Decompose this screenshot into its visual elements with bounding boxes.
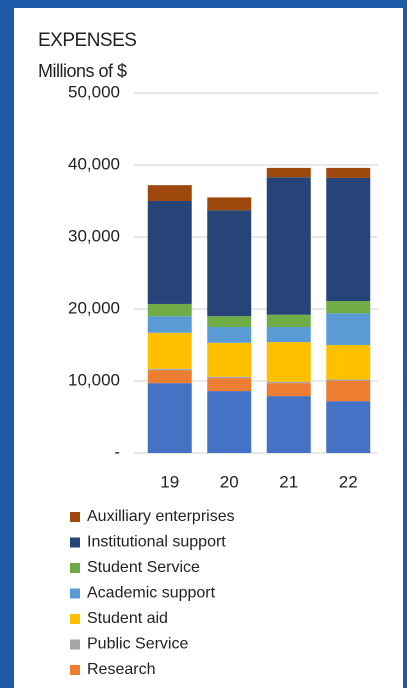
bar-segment <box>207 210 252 317</box>
bar-segment <box>207 391 252 453</box>
bar-segment <box>266 381 311 384</box>
bar-segment <box>147 370 192 384</box>
y-tick-label: - <box>114 442 120 461</box>
bar-segment <box>207 197 252 211</box>
legend-swatch <box>70 665 80 675</box>
chart-title: EXPENSES <box>38 30 136 51</box>
bar-segment <box>266 396 311 453</box>
bar-segment <box>147 303 192 317</box>
chart-subtitle: Millions of $ <box>38 61 127 81</box>
bar-segment <box>326 167 371 178</box>
bar-segment <box>266 177 311 315</box>
legend-swatch <box>70 588 80 599</box>
bar-segment <box>147 332 192 369</box>
x-tick-label: 21 <box>279 472 298 491</box>
legend-label: Student aid <box>87 610 168 627</box>
bar-segment <box>326 301 371 314</box>
bar-segment <box>147 383 192 453</box>
bar-segment <box>326 401 371 453</box>
y-tick-label: 10,000 <box>68 370 120 389</box>
bar-segment <box>207 376 252 379</box>
legend-label: Auxilliary enterprises <box>87 508 235 525</box>
bar-segment <box>207 342 252 377</box>
x-tick-label: 20 <box>220 472 239 491</box>
legend-swatch <box>70 537 80 548</box>
legend-label: Institutional support <box>87 534 226 551</box>
legend-label: Student Service <box>87 559 200 576</box>
legend-label: Academic support <box>87 585 216 602</box>
bar-segment <box>326 345 371 380</box>
bar-segment <box>207 378 252 392</box>
bar-segment <box>326 313 371 345</box>
legend-label: Research <box>87 661 155 678</box>
y-tick-label: 40,000 <box>68 154 120 173</box>
bar-segment <box>207 316 252 327</box>
legend-swatch <box>70 563 80 573</box>
bar-segment <box>266 327 311 343</box>
bar-segment <box>147 368 192 371</box>
bar-segment <box>147 185 192 201</box>
bar-segment <box>326 381 371 402</box>
bar-segment <box>147 316 192 333</box>
legend-swatch <box>70 614 80 624</box>
bar-segment <box>266 314 311 327</box>
x-tick-label: 19 <box>160 472 179 491</box>
y-tick-label: 50,000 <box>68 82 120 101</box>
y-tick-label: 20,000 <box>68 298 120 317</box>
legend-swatch <box>70 512 80 522</box>
bar-segment <box>147 201 192 304</box>
bar-segment <box>266 383 311 397</box>
bar-segment <box>266 167 311 178</box>
bar-segment <box>207 327 252 343</box>
bar-segment <box>326 177 371 302</box>
y-tick-label: 30,000 <box>68 226 120 245</box>
legend-swatch <box>70 639 80 650</box>
bar-segment <box>326 379 371 381</box>
legend-label: Public Service <box>87 636 188 653</box>
bar-segment <box>266 342 311 382</box>
x-tick-label: 22 <box>339 472 358 491</box>
